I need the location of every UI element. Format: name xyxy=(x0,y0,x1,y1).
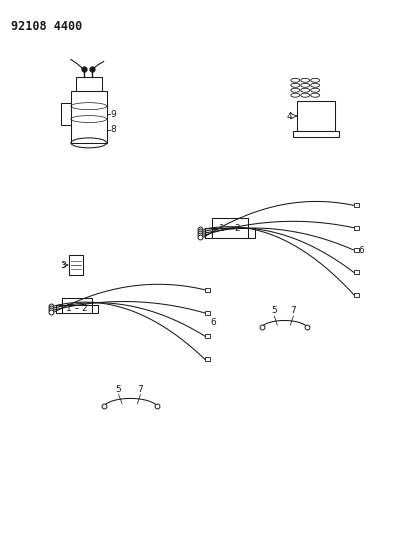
Bar xyxy=(205,228,255,238)
Text: 3: 3 xyxy=(60,261,66,270)
Bar xyxy=(354,293,359,297)
Bar xyxy=(69,255,83,275)
Text: 4: 4 xyxy=(286,111,292,120)
Bar xyxy=(56,305,98,313)
Text: 1 – 2: 1 – 2 xyxy=(219,224,241,233)
Text: 1 – 2: 1 – 2 xyxy=(66,304,88,313)
Text: 7: 7 xyxy=(290,306,296,315)
Bar xyxy=(205,288,210,292)
Bar xyxy=(354,248,359,252)
Text: 6: 6 xyxy=(359,246,365,255)
Text: 9: 9 xyxy=(110,110,116,119)
Bar xyxy=(205,334,210,338)
Bar xyxy=(297,101,335,131)
Bar xyxy=(71,91,107,143)
Text: 7: 7 xyxy=(138,385,143,394)
Bar xyxy=(354,226,359,230)
Bar xyxy=(293,131,339,137)
Bar xyxy=(205,357,210,361)
Text: 5: 5 xyxy=(272,306,277,315)
Bar xyxy=(76,77,102,91)
Bar xyxy=(205,311,210,315)
Bar xyxy=(354,270,359,274)
Text: 5: 5 xyxy=(116,385,121,394)
Text: 92108 4400: 92108 4400 xyxy=(11,20,83,33)
Bar xyxy=(354,204,359,207)
Bar xyxy=(61,103,71,125)
Text: 8: 8 xyxy=(110,125,116,134)
Text: 6: 6 xyxy=(210,318,216,327)
